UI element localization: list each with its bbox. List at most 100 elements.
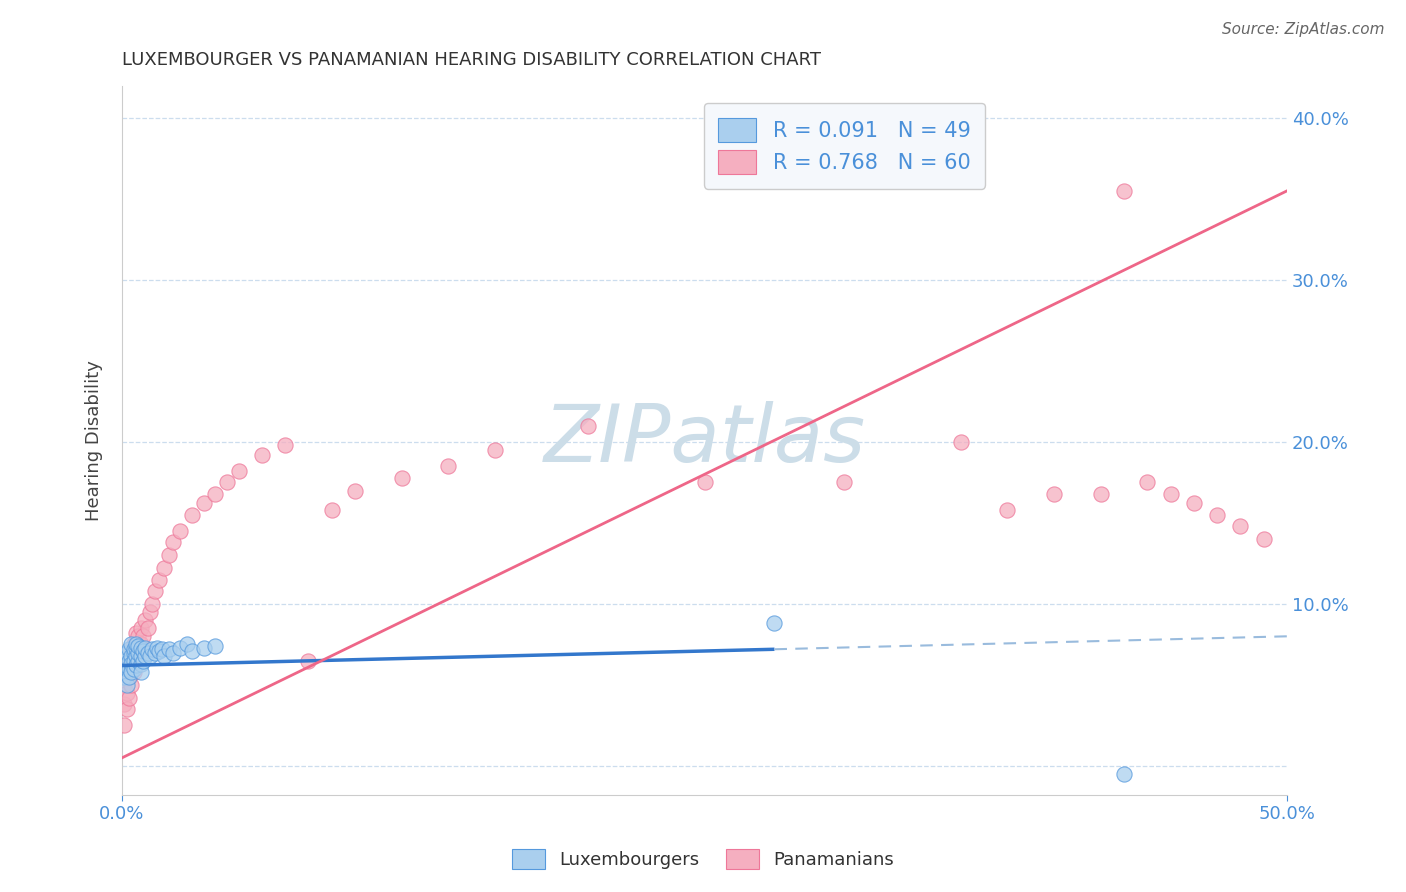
Point <box>118 642 141 657</box>
Point <box>112 654 135 668</box>
Point <box>139 605 162 619</box>
Point <box>134 640 156 655</box>
Y-axis label: Hearing Disability: Hearing Disability <box>86 359 103 521</box>
Point <box>1160 487 1182 501</box>
Point <box>125 648 148 663</box>
Point <box>122 648 145 663</box>
Point <box>437 459 460 474</box>
Point <box>129 621 152 635</box>
Point <box>693 475 716 490</box>
Point <box>112 670 135 684</box>
Point <box>129 648 152 663</box>
Point <box>139 648 162 663</box>
Point <box>129 657 152 671</box>
Point <box>146 640 169 655</box>
Point <box>120 642 142 657</box>
Point <box>204 639 226 653</box>
Text: Source: ZipAtlas.com: Source: ZipAtlas.com <box>1222 22 1385 37</box>
Point <box>204 487 226 501</box>
Point <box>125 658 148 673</box>
Point <box>297 654 319 668</box>
Point <box>112 718 135 732</box>
Point <box>115 646 138 660</box>
Point <box>120 657 142 671</box>
Point <box>1182 496 1205 510</box>
Point <box>132 629 155 643</box>
Point <box>228 464 250 478</box>
Point <box>122 665 145 679</box>
Point <box>115 678 138 692</box>
Point <box>112 678 135 692</box>
Point <box>344 483 367 498</box>
Point <box>576 418 599 433</box>
Point <box>125 637 148 651</box>
Point <box>141 597 163 611</box>
Point <box>1253 532 1275 546</box>
Point <box>115 702 138 716</box>
Legend: Luxembourgers, Panamanians: Luxembourgers, Panamanians <box>503 839 903 879</box>
Point <box>484 442 506 457</box>
Point <box>118 662 141 676</box>
Point <box>181 508 204 522</box>
Text: ZIPatlas: ZIPatlas <box>544 401 866 479</box>
Point <box>122 637 145 651</box>
Point <box>181 644 204 658</box>
Point <box>132 644 155 658</box>
Point <box>120 678 142 692</box>
Point <box>118 690 141 705</box>
Point <box>136 621 159 635</box>
Point <box>169 524 191 538</box>
Point <box>115 662 138 676</box>
Point <box>148 644 170 658</box>
Point <box>127 629 149 643</box>
Point <box>215 475 238 490</box>
Point <box>115 686 138 700</box>
Point <box>997 503 1019 517</box>
Point <box>148 573 170 587</box>
Point <box>1136 475 1159 490</box>
Point <box>150 642 173 657</box>
Point <box>125 637 148 651</box>
Legend: R = 0.091   N = 49, R = 0.768   N = 60: R = 0.091 N = 49, R = 0.768 N = 60 <box>704 103 986 188</box>
Point <box>1090 487 1112 501</box>
Point <box>153 561 176 575</box>
Point <box>129 665 152 679</box>
Point <box>122 654 145 668</box>
Point <box>120 637 142 651</box>
Point <box>120 665 142 679</box>
Point <box>118 654 141 668</box>
Point <box>118 670 141 684</box>
Point <box>122 646 145 660</box>
Point <box>193 640 215 655</box>
Point <box>321 503 343 517</box>
Point <box>115 662 138 676</box>
Point <box>143 646 166 660</box>
Point <box>157 642 180 657</box>
Point <box>118 670 141 684</box>
Point <box>134 613 156 627</box>
Point <box>132 654 155 668</box>
Point <box>949 434 972 449</box>
Point <box>157 549 180 563</box>
Point <box>125 626 148 640</box>
Point <box>162 535 184 549</box>
Point <box>143 583 166 598</box>
Point <box>1112 767 1135 781</box>
Point <box>125 658 148 673</box>
Point <box>118 654 141 668</box>
Point <box>169 640 191 655</box>
Point <box>120 658 142 673</box>
Point <box>127 639 149 653</box>
Point <box>122 662 145 676</box>
Point <box>153 648 176 663</box>
Point <box>127 648 149 663</box>
Point <box>274 438 297 452</box>
Point <box>1229 519 1251 533</box>
Point <box>125 640 148 655</box>
Text: LUXEMBOURGER VS PANAMANIAN HEARING DISABILITY CORRELATION CHART: LUXEMBOURGER VS PANAMANIAN HEARING DISAB… <box>122 51 821 69</box>
Point <box>1206 508 1229 522</box>
Point <box>134 648 156 663</box>
Point <box>127 654 149 668</box>
Point <box>129 640 152 655</box>
Point <box>122 642 145 657</box>
